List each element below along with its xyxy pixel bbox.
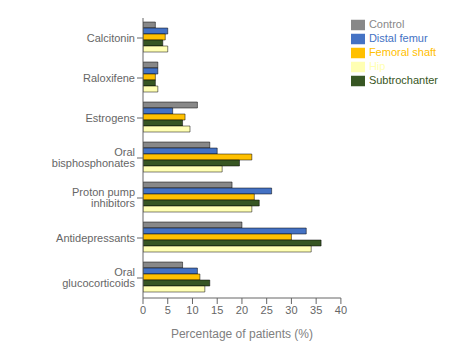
svg-text:15: 15	[211, 304, 223, 316]
svg-text:25: 25	[261, 304, 273, 316]
html-text:Distal femur: Distal femur	[368, 32, 428, 45]
svg-text:40: 40	[335, 304, 347, 316]
svg-text:20: 20	[236, 304, 248, 316]
svg-text:Raloxifene: Raloxifene	[83, 72, 135, 84]
svg-text:5: 5	[165, 304, 171, 316]
svg-text:Antidepressants: Antidepressants	[56, 232, 135, 244]
html-text:Control: Control	[368, 18, 405, 30]
svg-text:10: 10	[186, 304, 198, 316]
svg-text:0: 0	[140, 304, 146, 316]
svg-text:30: 30	[285, 304, 297, 316]
svg-text:Estrogens: Estrogens	[85, 112, 135, 124]
svg-text:Oralglucocorticoids: Oralglucocorticoids	[62, 266, 135, 289]
svg-text:35: 35	[310, 304, 322, 316]
svg-text:Proton pumpinhibitors: Proton pumpinhibitors	[72, 186, 135, 209]
svg-text:Percentage of patients (%): Percentage of patients (%)	[171, 327, 313, 341]
svg-text:Oralbisphosphonates: Oralbisphosphonates	[52, 146, 136, 169]
html-text:Hip: Hip	[368, 60, 386, 73]
html-text:Femoral shaft: Femoral shaft	[368, 46, 437, 59]
html-text:Subtrochanter: Subtrochanter	[368, 74, 438, 87]
svg-text:Calcitonin: Calcitonin	[87, 32, 135, 44]
